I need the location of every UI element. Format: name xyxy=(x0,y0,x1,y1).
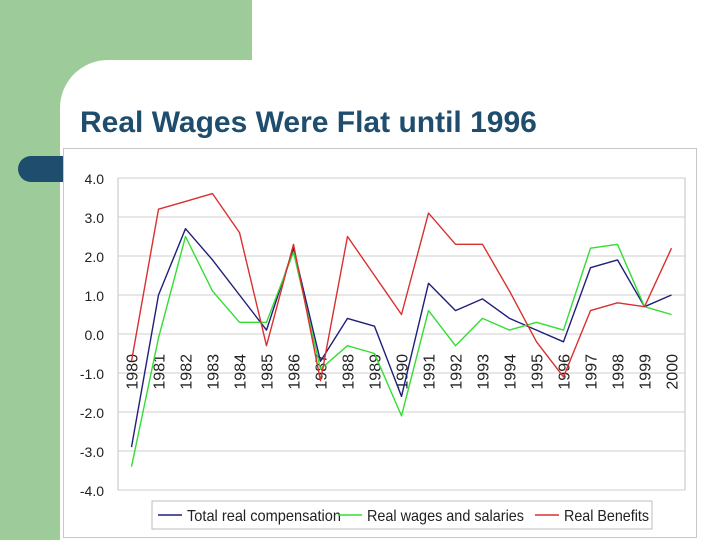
y-tick-label: 2.0 xyxy=(85,249,105,265)
x-tick-label-1983: 1983 xyxy=(206,354,223,390)
legend-label-2: Real Benefits xyxy=(564,508,649,525)
x-tick-label-2000: 2000 xyxy=(665,354,682,390)
x-tick-label-1981: 1981 xyxy=(152,354,169,390)
legend-label-1: Real wages and salaries xyxy=(367,508,524,525)
x-tick-label-1982: 1982 xyxy=(179,354,196,390)
x-tick-label-1994: 1994 xyxy=(503,354,520,390)
x-tick-label-1993: 1993 xyxy=(476,354,493,390)
x-tick-label-1984: 1984 xyxy=(233,354,250,390)
x-tick-label-1990: 1990 xyxy=(395,354,412,390)
x-tick-label-1999: 1999 xyxy=(638,354,655,390)
x-tick-label-1986: 1986 xyxy=(287,354,304,390)
x-tick-label-1989: 1989 xyxy=(368,354,385,390)
y-tick-label: -4.0 xyxy=(80,483,104,499)
x-tick-label-1991: 1991 xyxy=(422,354,439,390)
x-tick-label-1998: 1998 xyxy=(611,354,628,390)
line-chart: 4.0 3.0 2.0 1.0 0.0 -1.0 -2.0 -3.0 -4.0 1980 1981 1… xyxy=(80,171,686,530)
y-tick-label: 4.0 xyxy=(85,171,105,187)
y-tick-label: -1.0 xyxy=(80,366,104,382)
series-line-1 xyxy=(130,235,672,467)
x-tick-label-1988: 1988 xyxy=(341,354,358,390)
y-tick-label: 1.0 xyxy=(85,288,105,304)
series-line-2 xyxy=(130,192,673,382)
x-tick-label-1980: 1980 xyxy=(125,354,142,390)
y-tick-label: 0.0 xyxy=(85,327,105,343)
x-tick-label-1997: 1997 xyxy=(584,354,601,390)
x-tick-label-1985: 1985 xyxy=(260,354,277,390)
series-line-0 xyxy=(130,227,672,448)
y-tick-label: 3.0 xyxy=(85,210,105,226)
y-tick-label: -2.0 xyxy=(80,405,104,421)
chart-frame: 4.0 3.0 2.0 1.0 0.0 -1.0 -2.0 -3.0 -4.0 1980 1981 1… xyxy=(63,148,697,538)
y-tick-label: -3.0 xyxy=(80,444,104,460)
x-tick-label-1995: 1995 xyxy=(530,354,547,390)
slide-title: Real Wages Were Flat until 1996 xyxy=(80,106,537,139)
legend-box xyxy=(151,500,653,530)
legend-label-0: Total real compensation xyxy=(187,508,341,525)
x-tick-label-1992: 1992 xyxy=(449,354,466,390)
